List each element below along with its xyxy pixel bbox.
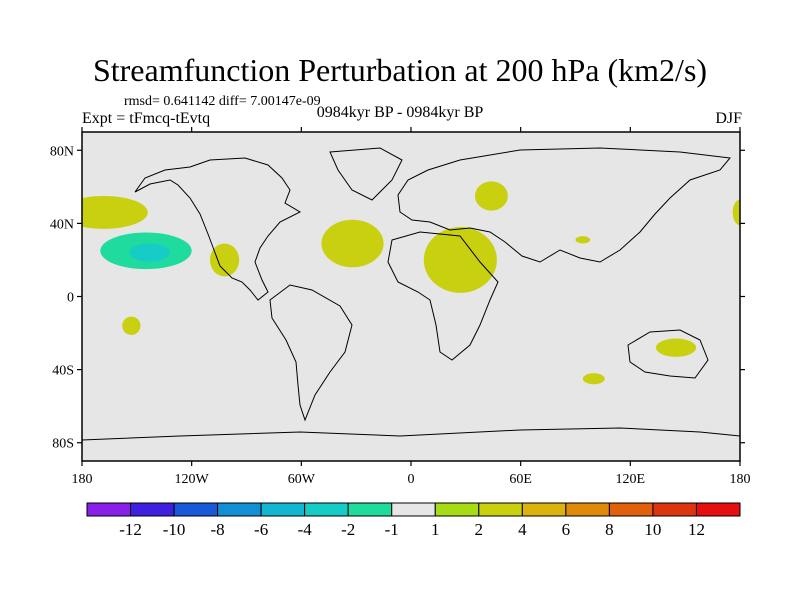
anomaly-north-america-negative [253, 192, 305, 237]
colorbar-label: -8 [211, 520, 225, 539]
colorbar-swatch [173, 502, 219, 517]
coast-australia [627, 329, 709, 379]
colorbar-swatch [695, 502, 741, 517]
anomaly-indian-ocean-positive [582, 373, 605, 385]
coastlines [82, 147, 740, 441]
colorbar-label: -6 [254, 520, 268, 539]
x-tick-label: 60W [288, 472, 316, 487]
anomaly-layer [82, 175, 740, 398]
colorbar-label: -10 [163, 520, 186, 539]
coast-eurasia [397, 147, 731, 263]
stats-label: rmsd= 0.641142 diff= 7.00147e-09 [124, 94, 321, 109]
colorbar-label: 10 [644, 520, 661, 539]
anomaly-central-asia-positive [474, 181, 508, 211]
anomaly-mexico-positive [209, 243, 240, 277]
colorbar-swatch [521, 502, 567, 517]
colorbar-swatch [478, 502, 523, 517]
y-tick-label: 80S [52, 437, 74, 452]
y-tick-label: 40N [50, 217, 74, 232]
colorbar-label: 2 [475, 520, 484, 539]
anomaly-north-pacific-positive [82, 195, 148, 229]
x-tick-label: 180 [730, 472, 751, 487]
period-label: 0984kyr BP - 0984kyr BP [316, 104, 484, 121]
coast-south-america [269, 284, 353, 422]
colorbar-label: 6 [562, 520, 571, 539]
colorbar-label: 4 [518, 520, 527, 539]
anomaly-australia-positive [655, 338, 697, 357]
anomaly-africa-positive [423, 227, 497, 293]
colorbar: -12 -10 -8 -6 -4 -2 -1 1 2 4 6 8 10 12 [86, 502, 741, 539]
colorbar-swatch [608, 502, 654, 517]
coast-greenland [329, 147, 403, 201]
colorbar-swatch [217, 502, 262, 517]
colorbar-swatch [130, 502, 175, 517]
colorbar-swatch [86, 502, 132, 517]
colorbar-label: -2 [341, 520, 355, 539]
colorbar-swatch [565, 502, 610, 517]
colorbar-swatch [347, 502, 393, 517]
colorbar-swatch [391, 502, 436, 517]
anomaly-europe-negative [379, 175, 443, 231]
colorbar-swatch [260, 502, 306, 517]
coast-north-america [134, 157, 302, 301]
anomaly-north-atlantic-positive [321, 219, 384, 268]
anomaly-east-asia-negative [632, 228, 673, 248]
coast-africa [387, 231, 499, 361]
y-tick-label: 40S [52, 364, 74, 379]
colorbar-swatch [434, 502, 480, 517]
colorbar-label: 8 [605, 520, 614, 539]
colorbar-label: -4 [298, 520, 313, 539]
x-tick-label: 120W [175, 472, 210, 487]
chart-title: Streamfunction Perturbation at 200 hPa (… [92, 52, 708, 88]
anomaly-bay-of-bengal-positive [575, 236, 591, 244]
anomaly-arabia-negative [502, 245, 547, 290]
coast-antarctica [82, 427, 740, 441]
experiment-label: Expt = tFmcq-tEvtq [82, 110, 211, 127]
x-tick-label: 0 [408, 472, 415, 487]
colorbar-swatch [652, 502, 697, 517]
season-label: DJF [715, 110, 742, 127]
anomaly-south-atlantic-negative [319, 314, 368, 352]
x-tick-label: 60E [509, 472, 532, 487]
anomaly-east-pacific-positive [732, 199, 740, 226]
anomaly-southern-ocean-negative [319, 389, 342, 398]
x-tick-label: 120E [616, 472, 646, 487]
y-tick-label: 0 [67, 291, 74, 306]
colorbar-swatch [304, 502, 349, 517]
anomaly-central-pacific-core [129, 243, 170, 262]
colorbar-label: 1 [431, 520, 440, 539]
x-tick-label: 180 [72, 472, 93, 487]
colorbar-label: 12 [688, 520, 705, 539]
colorbar-label: -12 [119, 520, 142, 539]
colorbar-label: -1 [385, 520, 399, 539]
axis-layer: 180 120W 60W 0 60E 120E 180 80N 40N 0 40S 80S [50, 127, 751, 487]
anomaly-south-pacific-positive [122, 316, 141, 335]
y-tick-label: 80N [50, 144, 74, 159]
